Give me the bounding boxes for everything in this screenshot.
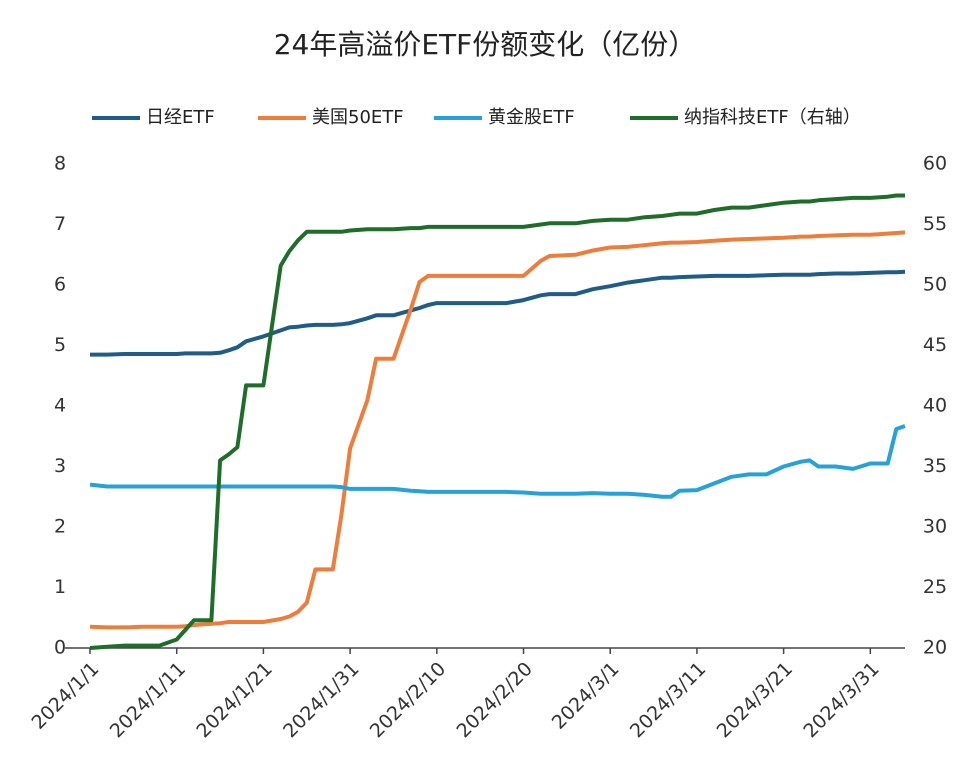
y2-tick-label: 20	[923, 637, 947, 659]
y-tick-label: 4	[54, 395, 66, 417]
legend-label: 美国50ETF	[312, 107, 404, 128]
series-line	[89, 193, 905, 650]
x-tick-label: 2024/1/11	[106, 658, 190, 742]
y2-tick-label: 55	[923, 213, 947, 235]
y2-tick-label: 40	[923, 395, 947, 417]
y2-tick-label: 35	[923, 455, 947, 477]
y-tick-label: 5	[54, 334, 66, 356]
y2-tick-label: 45	[923, 334, 947, 356]
x-tick-label: 2024/2/20	[452, 658, 536, 742]
legend-label: 黄金股ETF	[488, 107, 575, 128]
chart-title: 24年高溢价ETF份额变化（亿份）	[274, 28, 697, 61]
y2-tick-label: 30	[923, 516, 947, 538]
x-tick-label: 2024/1/31	[279, 658, 363, 742]
x-tick-label: 2024/1/21	[192, 658, 276, 742]
y-tick-label: 8	[54, 153, 66, 175]
y2-tick-label: 50	[923, 274, 947, 296]
x-tick-label: 2024/3/31	[799, 658, 883, 742]
y-tick-label: 2	[54, 516, 66, 538]
x-tick-label: 2024/3/11	[626, 658, 710, 742]
x-tick-label: 2024/3/1	[548, 658, 624, 734]
series-line	[89, 424, 906, 499]
y-tick-label: 0	[54, 637, 66, 659]
x-tick-label: 2024/3/21	[713, 658, 797, 742]
legend-label: 日经ETF	[146, 107, 215, 128]
y-tick-label: 3	[54, 455, 66, 477]
x-tick-label: 2024/2/10	[366, 658, 450, 742]
series-line	[90, 269, 906, 357]
y-tick-label: 7	[54, 213, 66, 235]
x-tick-label: 2024/1/1	[28, 658, 104, 734]
y-tick-label: 6	[54, 274, 66, 296]
y2-tick-label: 25	[923, 576, 947, 598]
legend-label: 纳指科技ETF（右轴）	[684, 107, 861, 128]
y2-tick-label: 60	[923, 153, 947, 175]
series-line	[89, 230, 906, 630]
y-tick-label: 1	[54, 576, 66, 598]
